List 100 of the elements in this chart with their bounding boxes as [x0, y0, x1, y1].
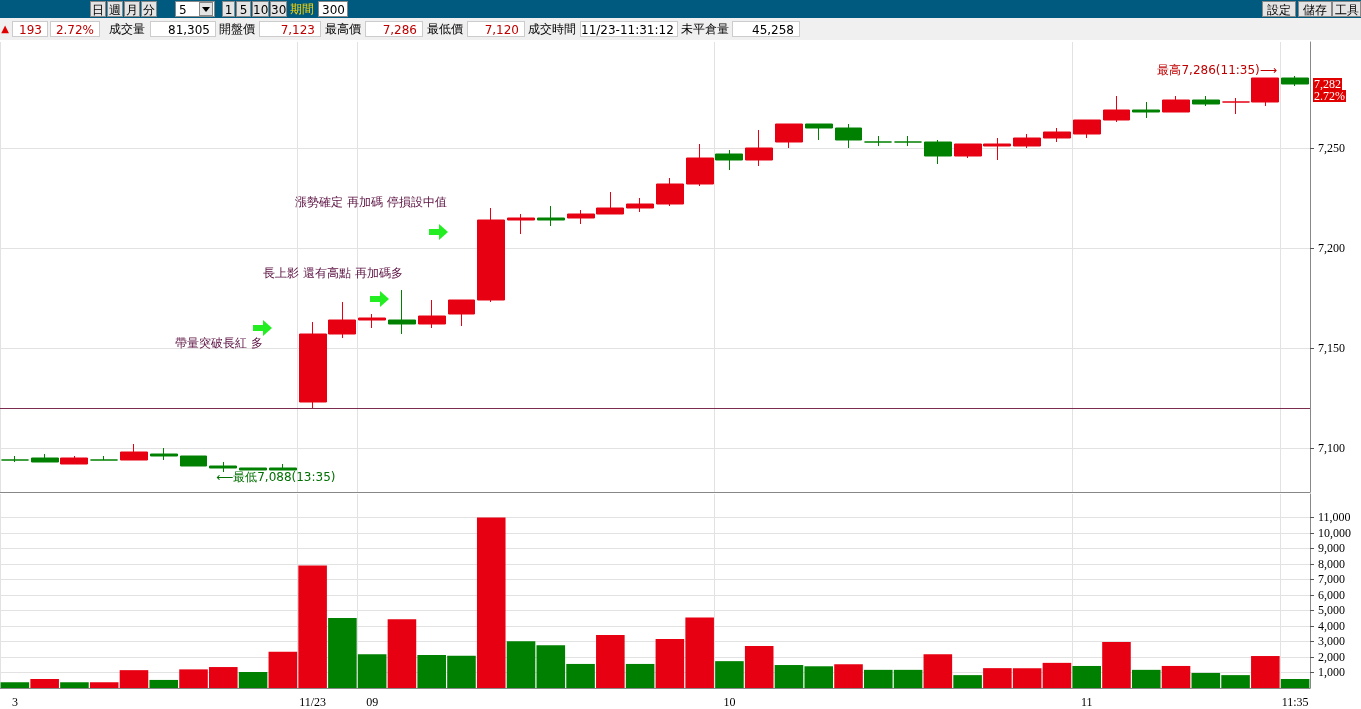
- text: 週: [107, 1, 123, 17]
- candlestick: [239, 467, 267, 471]
- x-tick-label: 3: [11, 695, 18, 709]
- candlestick: [1103, 95, 1130, 123]
- bar: [1161, 665, 1191, 688]
- bar: [1102, 642, 1131, 688]
- bar: [119, 670, 149, 688]
- candlestick: [418, 299, 446, 329]
- candlestick: [1192, 95, 1220, 107]
- annotation: 7,282: [1313, 77, 1342, 91]
- bar: [89, 682, 119, 688]
- candlestick: [31, 453, 59, 463]
- candlestick: [60, 455, 88, 465]
- candlestick: [835, 123, 862, 149]
- y-tick-label: 7,150: [1318, 341, 1345, 355]
- y-tick-label: 4,000: [1318, 618, 1345, 633]
- text: 81,305: [150, 21, 216, 37]
- bar: [1280, 679, 1310, 688]
- text: 分: [141, 1, 157, 17]
- annotation: 帶量突破長紅 多: [175, 336, 263, 350]
- annotation: 長上影 還有高點 再加碼多: [263, 266, 403, 280]
- x-tick-label: 09: [366, 695, 379, 709]
- candlestick: [120, 443, 148, 461]
- candlestick: [745, 129, 773, 167]
- text: 最高價: [324, 21, 362, 37]
- y-tick-label: 10,000: [1318, 525, 1351, 540]
- candlestick: [656, 177, 684, 207]
- y-tick-label: 8,000: [1318, 556, 1345, 571]
- candlestick: [448, 299, 475, 327]
- annotation: 漲勢確定 再加碼 停損設中值: [295, 195, 447, 209]
- bar: [30, 679, 59, 688]
- y-tick-label: 7,200: [1318, 241, 1345, 255]
- y-tick-label: 9,000: [1318, 541, 1345, 556]
- bar: [625, 663, 655, 688]
- x-tick-label: 11: [1080, 695, 1093, 709]
- text: 1: [222, 1, 235, 17]
- annotation: ⟵最低7,088(13:35): [216, 470, 336, 484]
- text: 193: [12, 21, 48, 37]
- text: 期間: [289, 1, 315, 17]
- x-tick-label: 11/23: [299, 695, 327, 709]
- candlestick: [180, 455, 207, 467]
- text: 開盤價: [218, 21, 256, 37]
- y-tick-label: 1,000: [1318, 665, 1345, 680]
- bar: [476, 517, 506, 688]
- candlestick: [775, 123, 803, 149]
- text: 2.72%: [1313, 89, 1346, 103]
- text: 300: [318, 1, 348, 17]
- candlestick: [1013, 133, 1041, 149]
- text: 2.72%: [50, 21, 100, 37]
- bar: [387, 619, 417, 688]
- text: 11/23-11:31:12: [580, 21, 678, 37]
- y-tick-label: 7,000: [1318, 572, 1345, 587]
- bar: [1131, 669, 1161, 688]
- candlestick: [269, 463, 297, 471]
- text: 5: [236, 1, 251, 17]
- candlestick: [358, 313, 386, 329]
- candlestick: [1162, 95, 1190, 113]
- y-tick-label: 7,250: [1318, 141, 1345, 155]
- text: ▲: [0, 22, 10, 36]
- candlestick: [209, 461, 237, 473]
- y-tick-label: 7,100: [1318, 441, 1345, 455]
- y-tick-label: 5,000: [1318, 603, 1345, 618]
- text: 工具: [1332, 1, 1361, 17]
- text: 5: [175, 1, 215, 17]
- text: 日: [90, 1, 106, 17]
- bar: [834, 664, 863, 688]
- candlestick: [150, 447, 178, 461]
- y-tick-label: 11,000: [1318, 510, 1351, 525]
- candlestick: [1281, 75, 1309, 87]
- candlestick: [1043, 127, 1071, 143]
- bar: [715, 661, 744, 688]
- candlestick: [1073, 119, 1101, 139]
- candlestick: [388, 289, 416, 335]
- candlestick: [507, 213, 535, 235]
- text: 未平倉量: [680, 21, 730, 37]
- bar: [60, 682, 89, 688]
- bar: [238, 672, 268, 688]
- candlestick: [715, 149, 743, 171]
- bar: [744, 645, 774, 688]
- candlestick: [894, 135, 922, 147]
- candlestick: [686, 143, 714, 187]
- text: 30: [270, 1, 287, 17]
- text: 成交量: [108, 21, 146, 37]
- bar: [923, 654, 953, 688]
- x-tick-label: 10: [723, 695, 736, 709]
- y-tick-label: 2,000: [1318, 649, 1345, 664]
- candlestick: [537, 205, 565, 227]
- bar: [0, 682, 30, 688]
- x-tick-label: 11:35: [1281, 695, 1309, 709]
- bar: [1251, 656, 1280, 688]
- text: 45,258: [732, 21, 800, 37]
- bar: [506, 641, 536, 688]
- bar: [1072, 665, 1101, 688]
- text: 月: [124, 1, 140, 17]
- y-tick-label: 3,000: [1318, 634, 1345, 649]
- text: 儲存: [1298, 1, 1332, 17]
- candlestick: [805, 123, 833, 141]
- text: 10: [252, 1, 269, 17]
- candlestick: [1132, 101, 1160, 119]
- annotation: 最高7,286(11:35)⟶: [1157, 63, 1277, 77]
